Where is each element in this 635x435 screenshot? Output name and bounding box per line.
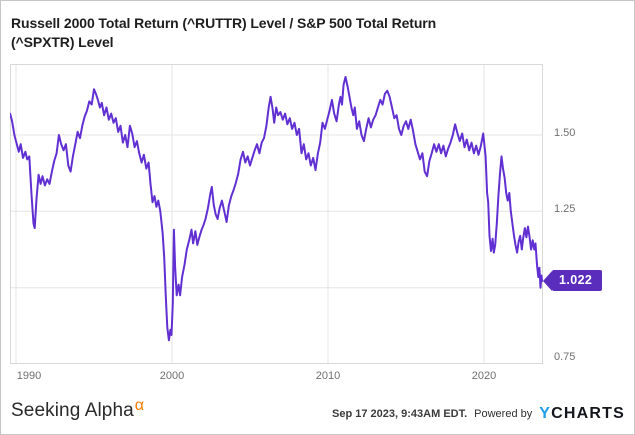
- ycharts-wordmark: CHARTS: [551, 405, 625, 422]
- x-axis-tick-label: 2020: [471, 370, 497, 382]
- chart-plot-area: [10, 64, 543, 364]
- x-axis-tick-label: 2010: [315, 370, 341, 382]
- last-value-badge: 1.022: [543, 270, 603, 292]
- seeking-alpha-logo[interactable]: Seeking Alphaα: [11, 397, 145, 422]
- ycharts-logo[interactable]: YCHARTS: [539, 405, 625, 423]
- y-axis-tick-label: 0.75: [554, 351, 576, 363]
- badge-value: 1.022: [552, 270, 603, 292]
- y-axis-tick-label: 1.25: [554, 203, 576, 216]
- ycharts-y-glyph: Y: [539, 405, 552, 422]
- page-title-line1: Russell 2000 Total Return (^RUTTR) Level…: [11, 15, 437, 31]
- badge-arrow-left-icon: [543, 270, 552, 291]
- powered-by-label: Powered by: [474, 408, 533, 420]
- alpha-glyph-icon: α: [134, 397, 145, 414]
- seeking-alpha-wordmark: Seeking Alpha: [11, 400, 134, 421]
- footer-attribution: Sep 17 2023, 9:43AM EDT. Powered by YCHA…: [332, 405, 625, 423]
- y-axis-tick-label: 1.50: [554, 127, 576, 139]
- page-title: Russell 2000 Total Return (^RUTTR) Level…: [11, 14, 571, 52]
- page-title-line2: (^SPXTR) Level: [11, 34, 114, 50]
- x-axis-tick-label: 2000: [159, 370, 185, 382]
- x-axis-tick-label: 1990: [16, 370, 42, 382]
- ratio-line-chart: [10, 64, 543, 364]
- timestamp: Sep 17 2023, 9:43AM EDT.: [332, 408, 468, 420]
